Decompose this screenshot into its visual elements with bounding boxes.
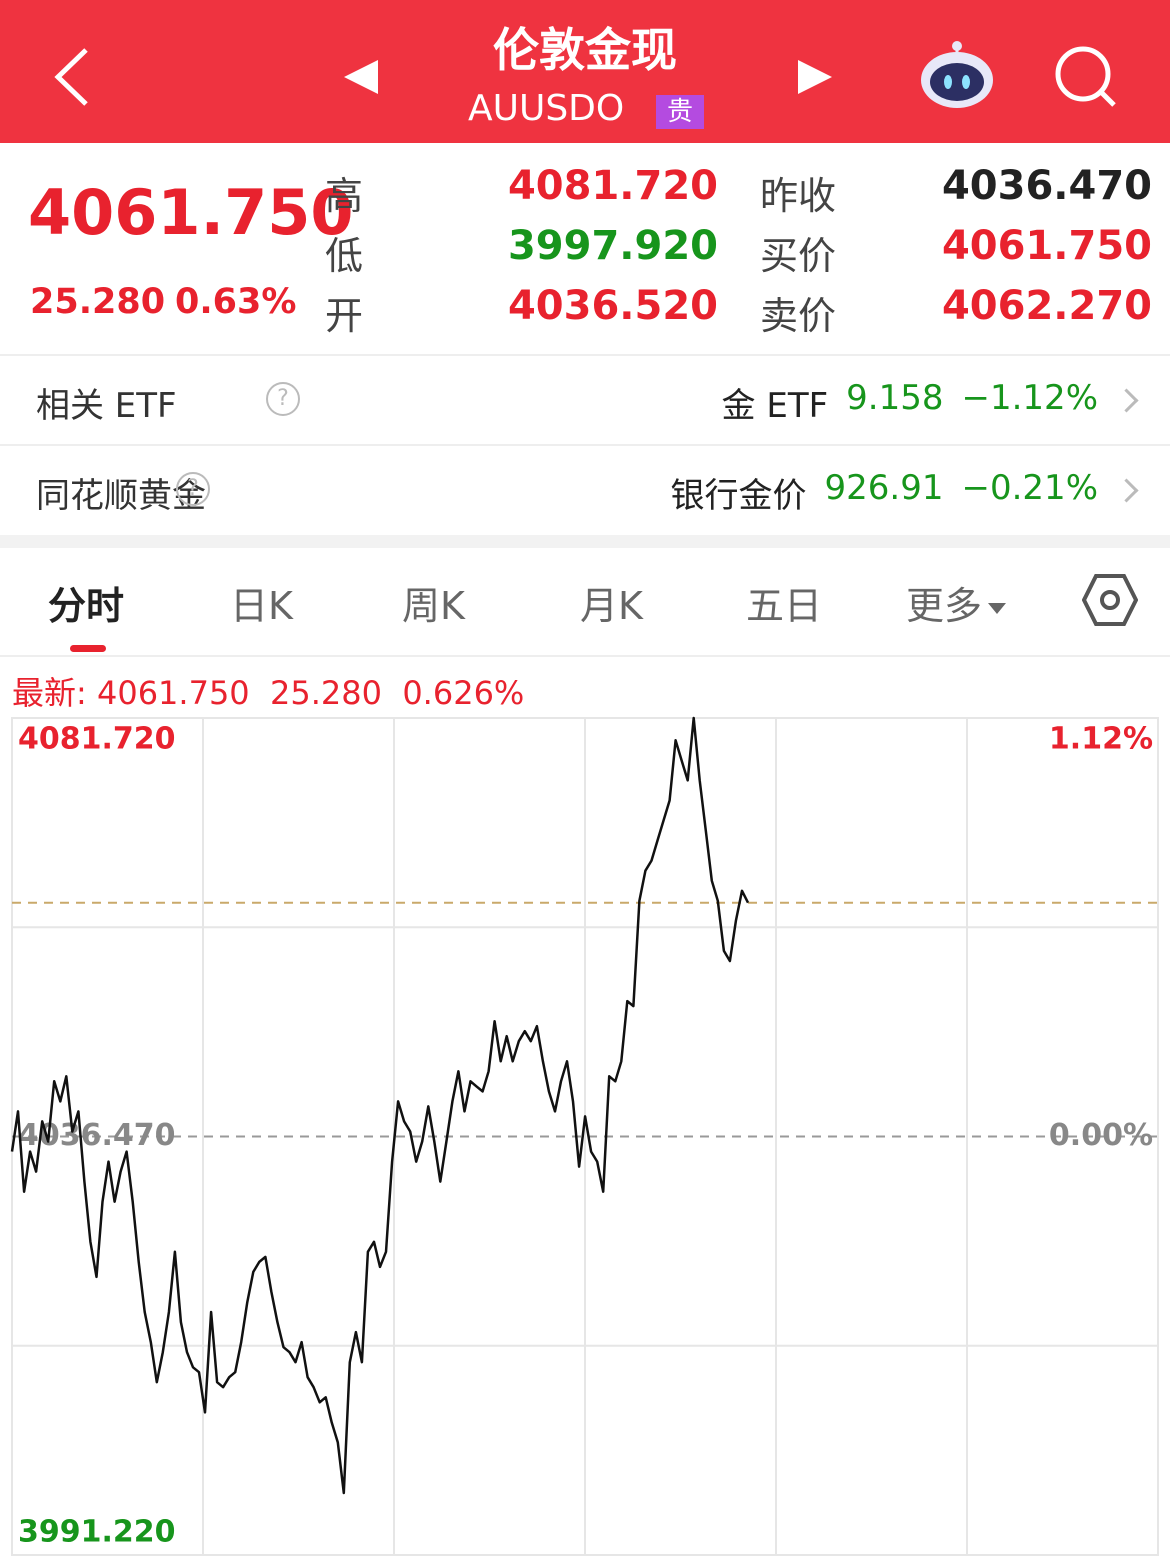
y-tick-label: 4081.720 [18, 722, 176, 757]
tab[interactable]: 日K [230, 584, 293, 628]
quote-change: −1.12% [961, 378, 1099, 418]
next-button[interactable] [796, 58, 836, 98]
latest-price: 4061.750 [96, 674, 250, 712]
stat-value: 4061.750 [941, 223, 1152, 269]
y-tick-label: 4036.470 [18, 1118, 176, 1153]
latest-label: 最新: [12, 674, 87, 712]
prev-button[interactable] [340, 58, 380, 98]
stat-label: 昨收 [760, 174, 837, 218]
price: 4061.750 [28, 176, 354, 249]
back-button[interactable] [50, 45, 95, 110]
y-tick-label: 3991.220 [18, 1515, 176, 1550]
quote-value: 9.158 [846, 378, 944, 418]
change: 25.280 [30, 282, 166, 322]
chart: 4081.720 4036.470 3991.220 1.12% 0.00% [10, 716, 1159, 1556]
tab[interactable]: 更多 [906, 575, 1007, 630]
stat-label: 开 [325, 294, 364, 338]
y2-tick-label: 0.00% [1049, 1118, 1153, 1153]
quote-change: −0.21% [961, 468, 1099, 508]
section-gap [0, 535, 1170, 548]
stat-value: 4036.470 [941, 163, 1152, 209]
row-label: 相关 ETF [36, 386, 177, 426]
stat-value: 3997.920 [507, 223, 718, 269]
latest-change: 25.280 [270, 674, 382, 712]
stat-value: 4036.520 [507, 283, 718, 329]
latest-bar: 最新: 4061.750 25.280 0.626% [12, 668, 524, 714]
stat-value: 4062.270 [941, 283, 1152, 329]
row-values: 金 ETF 9.158 −1.12% [722, 378, 1098, 427]
quote-name: 银行金价 [670, 476, 807, 516]
price-line [10, 716, 750, 1495]
separator [0, 444, 1170, 446]
stat-label: 高 [325, 174, 364, 218]
latest-change-pct: 0.626% [402, 674, 525, 712]
quote-name: 金 ETF [721, 386, 829, 426]
stat-label: 卖价 [760, 294, 837, 338]
header: 伦敦金现 AUUSDO 贵 [0, 0, 1170, 143]
badge: 贵 [656, 95, 704, 129]
help-icon: ? [176, 472, 210, 506]
change-pct: 0.63% [175, 282, 297, 322]
help-icon: ? [266, 382, 300, 416]
stat-label: 低 [325, 234, 364, 278]
title: 伦敦金现 [493, 23, 677, 77]
code: AUUSDO [468, 88, 625, 129]
stat-value: 4081.720 [507, 163, 718, 209]
search-button[interactable] [1052, 45, 1122, 110]
dropdown-arrow [988, 603, 1007, 614]
quote-value: 926.91 [824, 468, 944, 508]
y2-tick-label: 1.12% [1049, 722, 1153, 757]
tab[interactable]: 周K [402, 584, 465, 628]
tab[interactable]: 五日 [746, 584, 823, 628]
tab-indicator [70, 645, 106, 652]
tab[interactable]: 分时 [48, 584, 125, 628]
settings-button[interactable] [1082, 574, 1138, 626]
tab[interactable]: 月K [580, 584, 643, 628]
robot-button[interactable] [915, 38, 1000, 113]
stat-label: 买价 [760, 234, 837, 278]
row-values: 银行金价 926.91 −0.21% [671, 468, 1098, 517]
